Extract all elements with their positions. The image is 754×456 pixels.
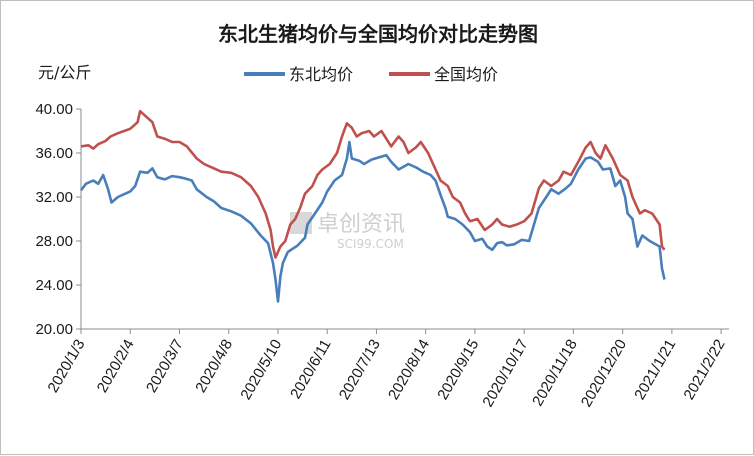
y-tick-label: 28.00 [35,233,73,250]
series-lines [79,109,666,303]
y-tick-label: 24.00 [35,277,73,294]
legend-label-series-1: 东北均价 [289,65,353,84]
x-tick-label: 2020/1/3 [45,337,89,396]
x-tick-label: 2020/5/10 [237,337,285,403]
y-tick-label: 36.00 [35,145,73,162]
x-tick-label: 2020/11/18 [529,337,581,410]
legend: 东北均价 全国均价 [244,65,498,84]
x-tick-label: 2021/2/22 [680,337,728,403]
y-tick-label: 40.00 [35,101,73,118]
x-tick-label: 2020/9/15 [434,337,482,403]
x-tick-label: 2020/3/7 [143,337,187,396]
legend-label-series-2: 全国均价 [434,65,498,84]
y-tick-label: 32.00 [35,189,73,206]
x-tick-label: 2020/4/8 [192,337,236,396]
x-tick-label: 2020/7/13 [336,337,384,403]
x-axis: 2020/1/3 2020/2/4 2020/3/7 2020/4/8 2020/5/1… [45,328,729,411]
y-axis: 20.00 24.00 28.00 32.00 36.00 40.00 [35,101,82,338]
x-tick-label: 2020/12/20 [578,337,630,411]
y-tick-label: 20.00 [35,321,73,338]
watermark-brand: 卓创资讯 [317,212,405,237]
series-line-1 [79,140,666,303]
x-tick-label: 2020/6/11 [287,337,335,402]
watermark: 卓创资讯 SCI99.COM [290,212,405,251]
y-axis-unit-label: 元/公斤 [38,63,91,82]
watermark-site: SCI99.COM [337,237,404,251]
series-line-2 [80,109,666,259]
x-tick-label: 2020/8/14 [385,337,433,403]
x-tick-label: 2021/1/21 [631,337,679,403]
chart-title: 东北生猪均价与全国均价对比走势图 [218,22,538,46]
x-tick-label: 2020/10/17 [479,337,531,411]
x-tick-label: 2020/2/4 [94,337,138,396]
